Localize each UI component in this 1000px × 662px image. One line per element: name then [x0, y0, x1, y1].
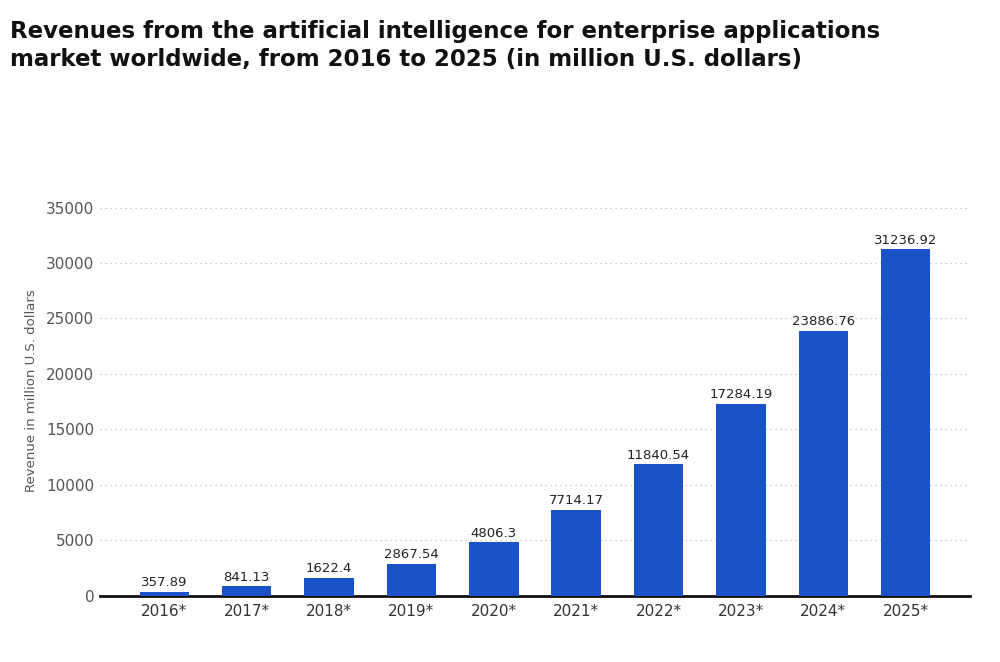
- Text: 2867.54: 2867.54: [384, 548, 439, 561]
- Text: 23886.76: 23886.76: [792, 315, 855, 328]
- Bar: [469, 542, 519, 596]
- Text: 7714.17: 7714.17: [549, 495, 604, 508]
- Y-axis label: Revenue in million U.S. dollars: Revenue in million U.S. dollars: [25, 289, 38, 492]
- Text: 1622.4: 1622.4: [306, 562, 352, 575]
- Bar: [222, 587, 271, 596]
- Bar: [799, 331, 848, 596]
- Text: 4806.3: 4806.3: [471, 527, 517, 540]
- Text: Revenues from the artificial intelligence for enterprise applications
market wor: Revenues from the artificial intelligenc…: [10, 20, 880, 71]
- Bar: [881, 250, 930, 596]
- Bar: [140, 592, 189, 596]
- Text: 11840.54: 11840.54: [627, 449, 690, 461]
- Text: 31236.92: 31236.92: [874, 234, 937, 246]
- Bar: [551, 510, 601, 596]
- Bar: [304, 578, 354, 596]
- Bar: [634, 465, 683, 596]
- Bar: [716, 404, 766, 596]
- Text: 357.89: 357.89: [141, 576, 187, 589]
- Bar: [387, 564, 436, 596]
- Text: 17284.19: 17284.19: [709, 389, 773, 401]
- Text: 841.13: 841.13: [223, 571, 270, 584]
